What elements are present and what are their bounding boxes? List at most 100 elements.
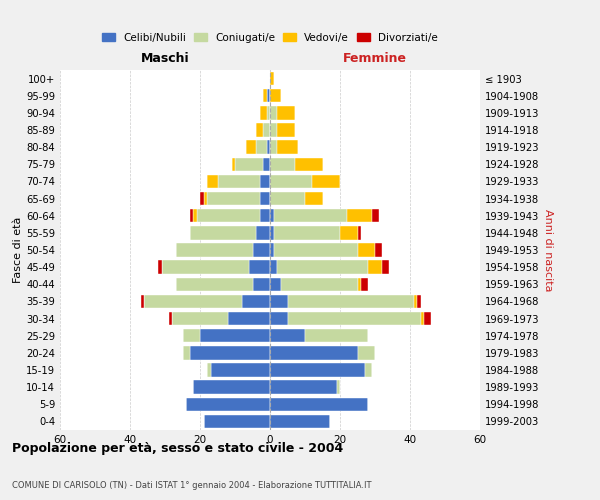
Bar: [186, 398, 270, 411]
Bar: [182, 329, 200, 342]
Bar: [358, 278, 361, 291]
Bar: [365, 364, 371, 376]
Bar: [260, 192, 270, 205]
Bar: [274, 244, 358, 256]
Bar: [270, 414, 329, 428]
Bar: [277, 140, 298, 154]
Bar: [421, 312, 424, 326]
Bar: [176, 244, 253, 256]
Text: Femmine: Femmine: [343, 52, 407, 65]
Bar: [358, 244, 375, 256]
Bar: [270, 158, 295, 171]
Bar: [235, 158, 263, 171]
Y-axis label: Anni di nascita: Anni di nascita: [543, 209, 553, 291]
Bar: [193, 380, 270, 394]
Bar: [256, 140, 266, 154]
Bar: [193, 209, 197, 222]
Bar: [382, 260, 389, 274]
Bar: [207, 174, 218, 188]
Bar: [266, 140, 270, 154]
Text: Popolazione per età, sesso e stato civile - 2004: Popolazione per età, sesso e stato civil…: [12, 442, 343, 455]
Bar: [140, 294, 144, 308]
Bar: [270, 329, 305, 342]
Bar: [270, 226, 274, 239]
Bar: [281, 278, 358, 291]
Bar: [266, 89, 270, 102]
Bar: [182, 346, 190, 360]
Bar: [169, 312, 172, 326]
Bar: [270, 346, 358, 360]
Bar: [358, 226, 361, 239]
Bar: [347, 209, 371, 222]
Bar: [260, 209, 270, 222]
Bar: [305, 329, 368, 342]
Bar: [260, 106, 266, 120]
Bar: [270, 398, 368, 411]
Bar: [256, 226, 270, 239]
Bar: [287, 294, 413, 308]
Bar: [249, 260, 270, 274]
Bar: [270, 192, 305, 205]
Bar: [207, 192, 260, 205]
Bar: [218, 174, 260, 188]
Bar: [200, 329, 270, 342]
Bar: [270, 260, 277, 274]
Bar: [144, 294, 242, 308]
Bar: [176, 278, 253, 291]
Bar: [337, 380, 340, 394]
Bar: [270, 244, 274, 256]
Bar: [277, 124, 295, 136]
Bar: [158, 260, 161, 274]
Bar: [200, 192, 203, 205]
Bar: [270, 312, 287, 326]
Bar: [312, 174, 340, 188]
Bar: [190, 209, 193, 222]
Bar: [277, 260, 368, 274]
Bar: [295, 158, 323, 171]
Bar: [413, 294, 417, 308]
Bar: [245, 140, 256, 154]
Bar: [211, 364, 270, 376]
Bar: [270, 380, 337, 394]
Bar: [266, 106, 270, 120]
Bar: [228, 312, 270, 326]
Bar: [274, 226, 340, 239]
Text: COMUNE DI CARISOLO (TN) - Dati ISTAT 1° gennaio 2004 - Elaborazione TUTTITALIA.I: COMUNE DI CARISOLO (TN) - Dati ISTAT 1° …: [12, 481, 371, 490]
Bar: [270, 72, 274, 86]
Bar: [263, 124, 270, 136]
Bar: [358, 346, 375, 360]
Bar: [270, 89, 281, 102]
Y-axis label: Fasce di età: Fasce di età: [13, 217, 23, 283]
Bar: [197, 209, 260, 222]
Bar: [340, 226, 358, 239]
Bar: [161, 260, 249, 274]
Bar: [263, 158, 270, 171]
Bar: [203, 414, 270, 428]
Bar: [242, 294, 270, 308]
Bar: [371, 209, 379, 222]
Bar: [172, 312, 228, 326]
Bar: [417, 294, 421, 308]
Bar: [361, 278, 368, 291]
Bar: [270, 294, 287, 308]
Bar: [274, 209, 347, 222]
Legend: Celibi/Nubili, Coniugati/e, Vedovi/e, Divorziati/e: Celibi/Nubili, Coniugati/e, Vedovi/e, Di…: [98, 28, 442, 46]
Bar: [270, 209, 274, 222]
Text: Maschi: Maschi: [140, 52, 190, 65]
Bar: [253, 244, 270, 256]
Bar: [375, 244, 382, 256]
Bar: [190, 346, 270, 360]
Bar: [368, 260, 382, 274]
Bar: [305, 192, 323, 205]
Bar: [270, 278, 281, 291]
Bar: [270, 174, 312, 188]
Bar: [203, 192, 207, 205]
Bar: [190, 226, 256, 239]
Bar: [287, 312, 421, 326]
Bar: [270, 364, 365, 376]
Bar: [277, 106, 295, 120]
Bar: [270, 124, 277, 136]
Bar: [263, 89, 266, 102]
Bar: [270, 106, 277, 120]
Bar: [260, 174, 270, 188]
